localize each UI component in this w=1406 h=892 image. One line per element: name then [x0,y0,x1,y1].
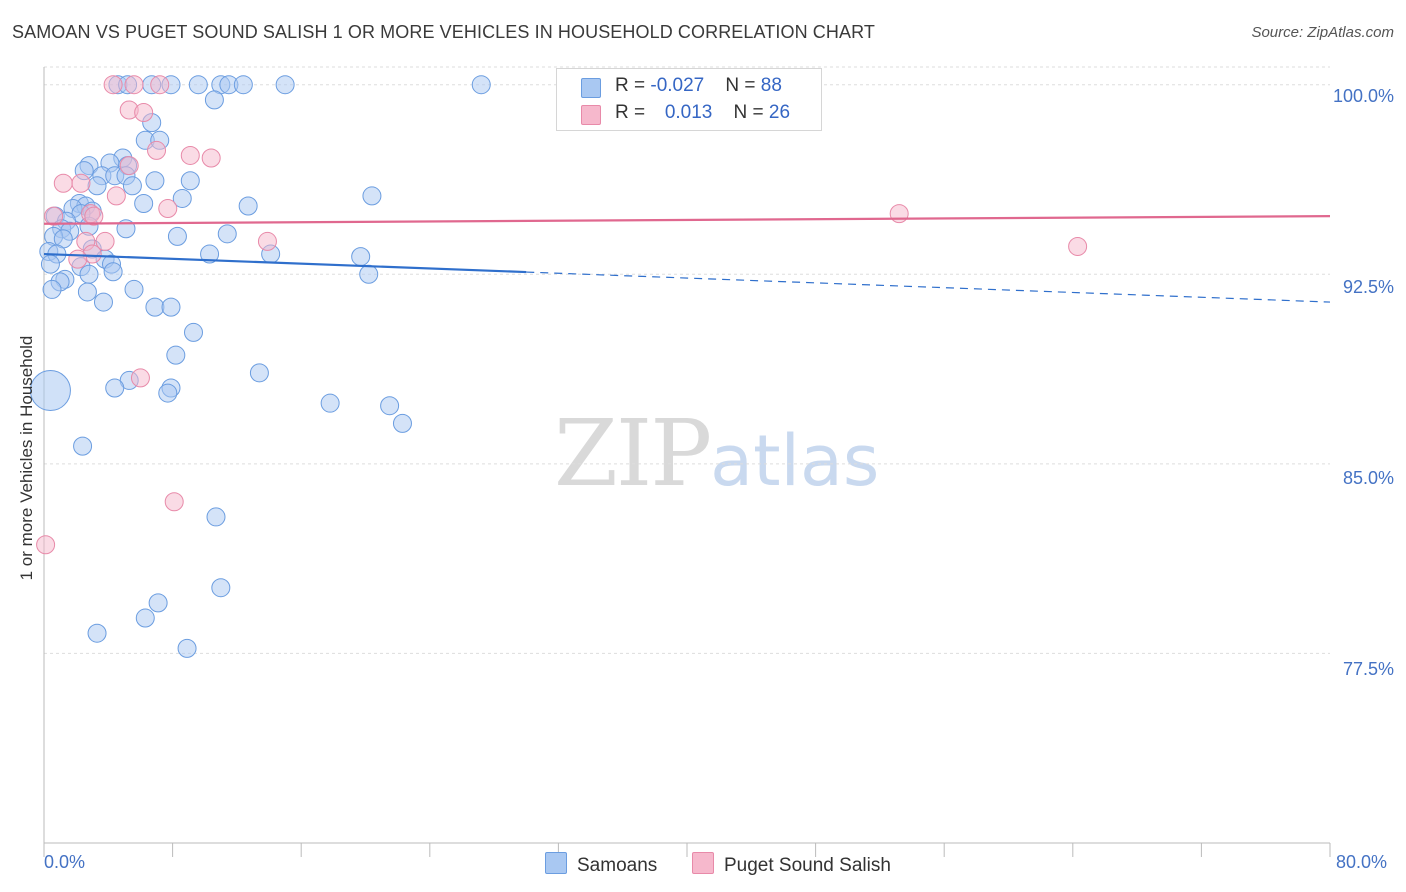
salish-point [147,140,167,160]
correlation-legend: R = -0.027 N = 88 R = 0.013 N = 26 [556,68,822,131]
samoans-point [124,279,144,299]
samoans-point [200,244,220,264]
samoans-point [158,383,178,403]
salish-point [124,75,144,95]
y-axis-label: 1 or more Vehicles in Household [17,335,36,581]
salish-point [158,199,178,219]
series-name-samoans: Samoans [577,855,658,876]
samoans-trend-line [43,252,527,274]
salish-point [84,206,104,226]
samoans-point [233,75,253,95]
series-legend-samoans: Samoans [545,852,657,877]
series-swatch-salish [692,852,714,874]
samoans-point [134,193,154,213]
samoans-trend-extension [526,271,1331,303]
salish-point [119,156,139,176]
legend-n-label: N = [733,102,769,123]
samoans-point [249,363,269,383]
samoans-point [172,188,192,208]
salish-point [180,145,200,165]
legend-r-value: -0.027 [650,75,705,96]
samoans-point [135,608,155,628]
samoans-point [183,322,203,342]
series-name-salish: Puget Sound Salish [724,855,891,876]
salish-point [150,75,170,95]
salish-point [95,231,115,251]
salish-point [44,206,64,226]
y-tick-label-77-5: 77.5% [1342,659,1394,679]
salish-point [68,249,88,269]
samoans-point [380,396,400,416]
samoans-point [145,297,165,317]
samoans-point [40,254,60,274]
samoans-point [122,176,142,196]
samoans-point [188,75,208,95]
samoans-point [238,196,258,216]
samoans-point [359,264,379,284]
y-tick-label-100: 100.0% [1332,86,1394,106]
salish-point [889,204,909,224]
legend-n-label: N = [725,75,761,96]
samoans-point [320,393,340,413]
salish-point [106,186,126,206]
salish-point [130,368,150,388]
legend-n-value: 88 [760,75,782,96]
samoans-point [161,297,181,317]
samoans-point [362,186,382,206]
salish-point [71,173,91,193]
series-legend-salish: Puget Sound Salish [692,852,891,877]
legend-swatch-salish [581,105,601,125]
samoans-point [103,262,123,282]
y-tick-label-85: 85.0% [1342,468,1394,488]
legend-r-label: R = [615,102,651,123]
samoans-point [471,75,491,95]
samoans-point [93,292,113,312]
samoans-point [145,171,165,191]
samoans-point [392,413,412,433]
salish-point [134,102,154,122]
samoans-point [217,224,237,244]
samoans-point [167,226,187,246]
samoans-point [73,436,93,456]
samoans-point [77,282,97,302]
samoans-point [166,345,186,365]
samoans-point [177,638,197,658]
samoans-point [211,578,231,598]
samoans-point [180,171,200,191]
legend-n-value: 26 [768,102,791,123]
salish-point [36,535,56,555]
source-label: Source: ZipAtlas.com [1251,24,1394,41]
series-swatch-samoans [545,852,567,874]
salish-trend-line [43,215,1331,225]
samoans-point [206,507,226,527]
salish-point [164,492,184,512]
legend-r-label: R = [615,75,651,96]
samoans-point [204,90,224,110]
samoans-point [105,378,125,398]
samoans-point [79,264,99,284]
y-tick-label-92-5: 92.5% [1342,277,1394,297]
samoans-point-large [29,370,71,412]
salish-point [1068,236,1088,256]
salish-point [53,173,73,193]
samoans-point [87,176,107,196]
x-tick-label-max: 80.0% [1336,852,1388,872]
samoans-point [351,247,371,267]
legend-swatch-samoans [581,78,601,98]
x-tick-label-min: 0.0% [44,852,86,872]
samoans-point [148,593,168,613]
salish-point [103,75,123,95]
samoans-point [87,623,107,643]
samoans-point [275,75,295,95]
salish-point [201,148,221,168]
samoans-point [42,279,62,299]
legend-r-value: 0.013 [664,102,713,123]
chart-title: SAMOAN VS PUGET SOUND SALISH 1 OR MORE V… [12,22,875,42]
salish-point [257,231,277,251]
